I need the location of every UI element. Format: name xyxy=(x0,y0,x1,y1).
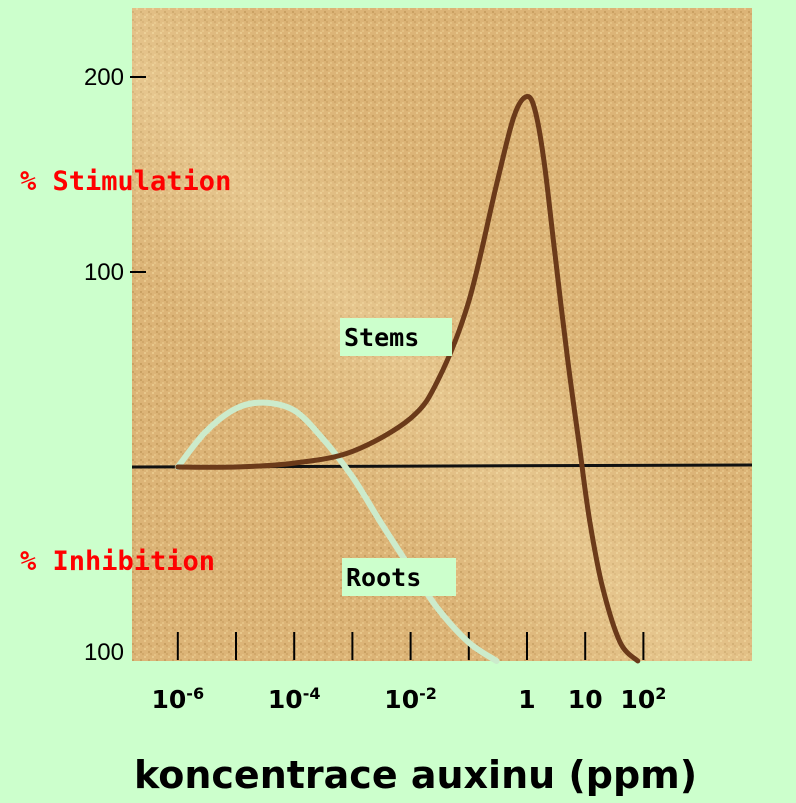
x-tick-label: 10-2 xyxy=(384,684,437,714)
y-label-stimulation: % Stimulation xyxy=(20,166,231,197)
y-tick-label: 100 xyxy=(84,259,124,286)
x-tick-label: 10-4 xyxy=(268,684,321,714)
y-tick-label: 200 xyxy=(84,64,124,91)
stems-label-bg xyxy=(340,318,452,356)
x-tick-label: 10-6 xyxy=(152,684,205,714)
stems-curve xyxy=(175,93,641,664)
y-tick-label: 100 xyxy=(84,639,124,666)
x-tick-label: 10 xyxy=(568,685,603,714)
y-label-inhibition: % Inhibition xyxy=(20,546,215,577)
roots-label-text: Roots xyxy=(346,563,421,592)
y-axis-ticks: 200 100 100 xyxy=(84,64,146,666)
stems-label: Stems xyxy=(340,318,452,356)
x-tick-label: 1 xyxy=(518,685,535,714)
x-axis-title: koncentrace auxinu (ppm) xyxy=(134,753,697,797)
x-axis-ticks: 10-6 10-4 10-2 1 10 102 xyxy=(152,632,666,714)
stems-label-text: Stems xyxy=(344,323,419,352)
roots-label-bg xyxy=(342,558,456,596)
x-tick-label: 102 xyxy=(620,684,666,714)
roots-label: Roots xyxy=(342,558,456,596)
series-layer xyxy=(174,93,641,664)
